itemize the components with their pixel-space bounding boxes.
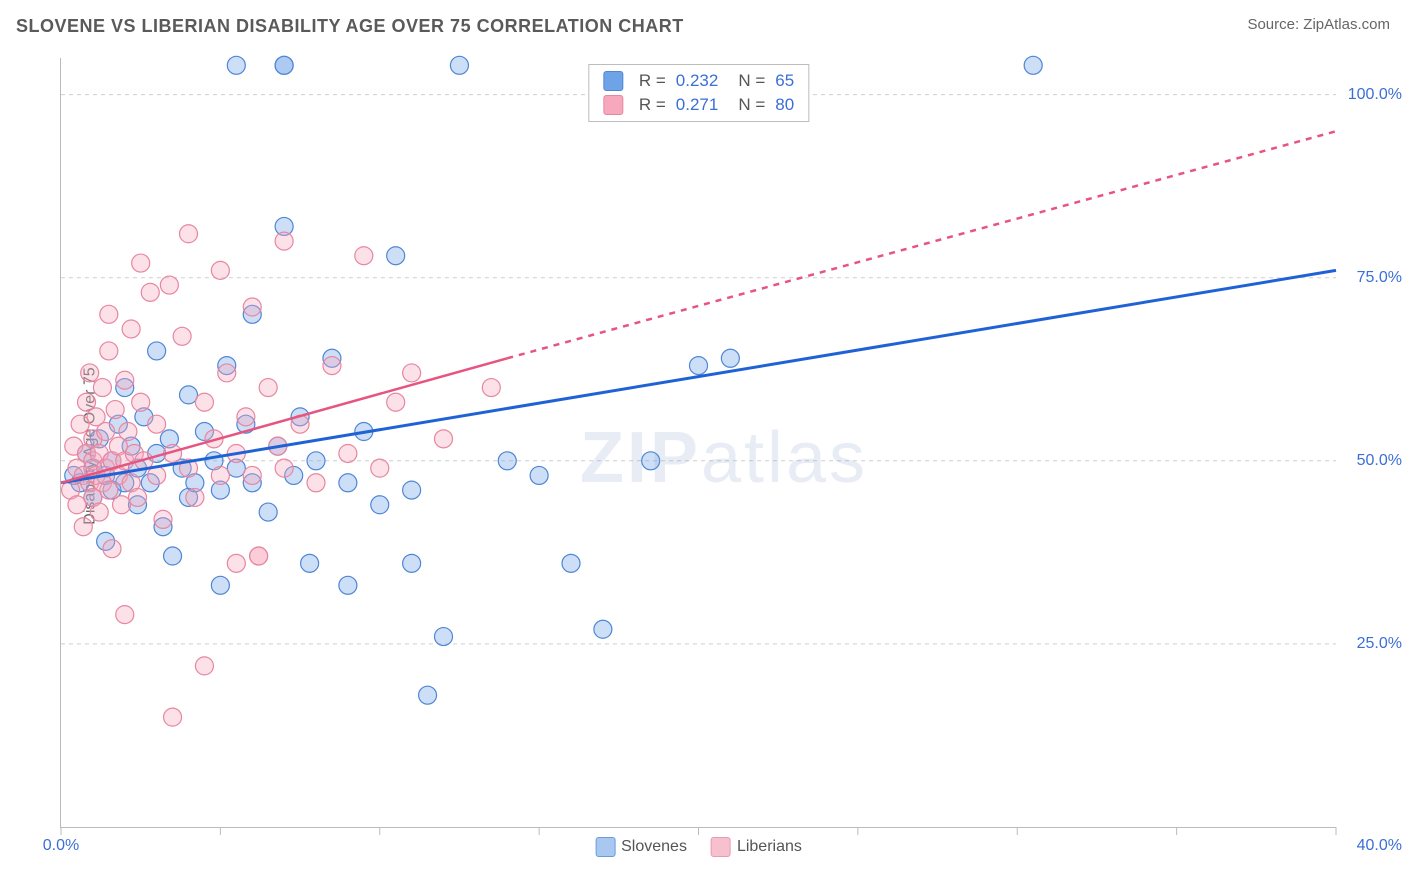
scatter-svg — [61, 58, 1336, 827]
legend-row: R =0.271N =80 — [603, 93, 794, 117]
source-label: Source: ZipAtlas.com — [1247, 16, 1390, 33]
y-tick-label: 75.0% — [1357, 269, 1402, 287]
correlation-legend: R =0.232N =65R =0.271N =80 — [588, 64, 809, 122]
chart-title: SLOVENE VS LIBERIAN DISABILITY AGE OVER … — [16, 16, 684, 37]
x-axis-max-label: 40.0% — [1357, 837, 1402, 855]
plot-area: ZIPatlas R =0.232N =65R =0.271N =80 Slov… — [60, 58, 1336, 828]
y-tick-label: 25.0% — [1357, 635, 1402, 653]
legend-item: Slovenes — [595, 837, 687, 857]
x-axis-min-label: 0.0% — [43, 837, 79, 855]
legend-row: R =0.232N =65 — [603, 69, 794, 93]
y-tick-label: 50.0% — [1357, 452, 1402, 470]
legend-item: Liberians — [711, 837, 802, 857]
series-legend: Slovenes Liberians — [595, 837, 802, 857]
y-tick-label: 100.0% — [1348, 86, 1402, 104]
